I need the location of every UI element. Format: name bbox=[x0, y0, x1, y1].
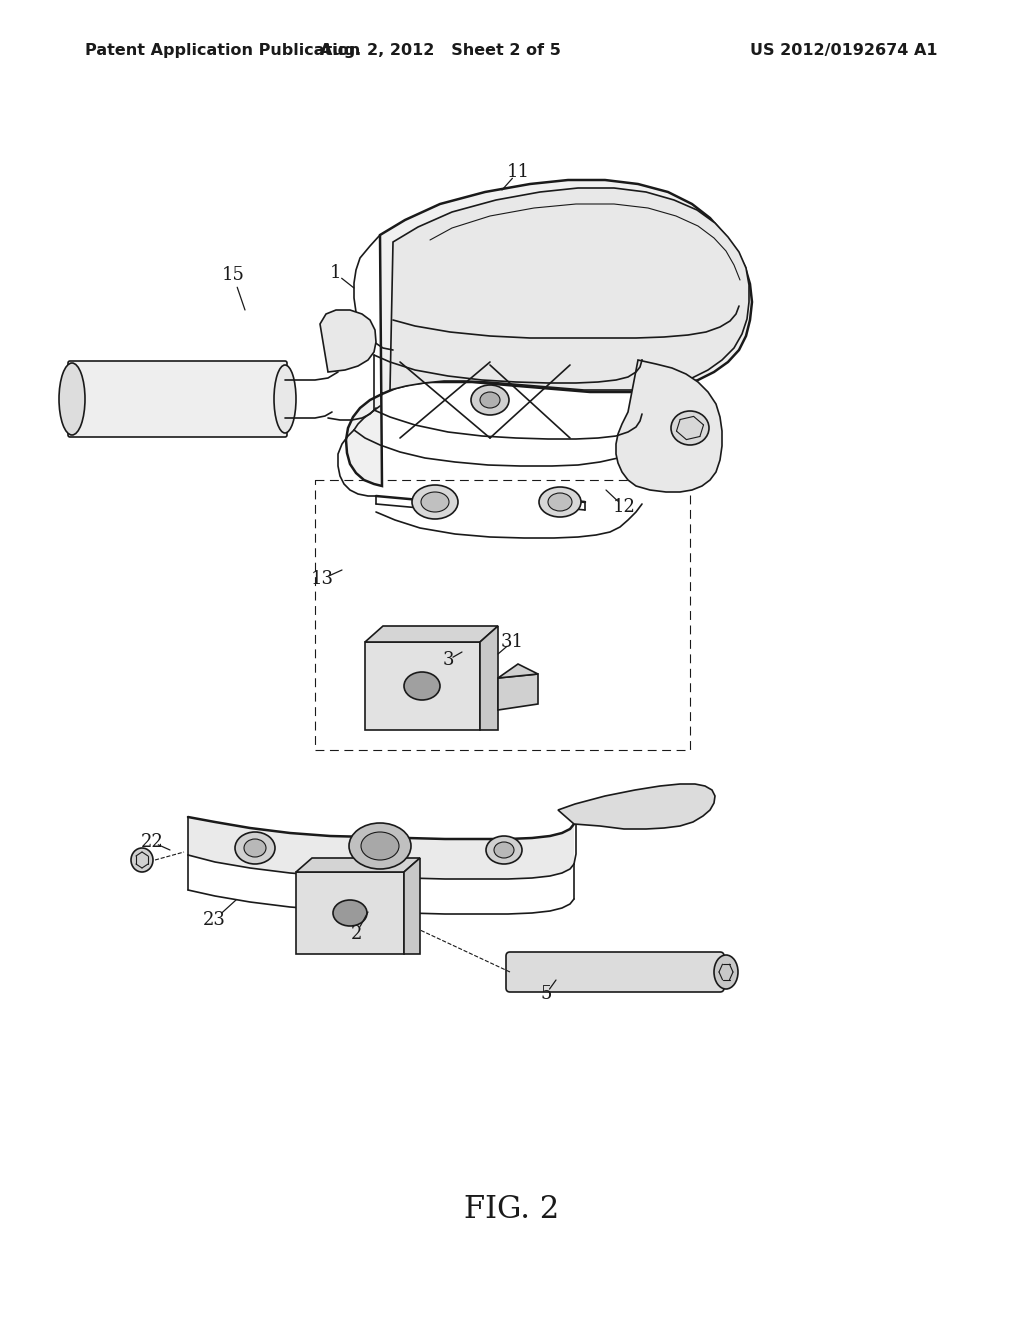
Text: 31: 31 bbox=[501, 634, 523, 651]
Text: 23: 23 bbox=[203, 911, 225, 929]
Text: US 2012/0192674 A1: US 2012/0192674 A1 bbox=[750, 42, 938, 58]
Text: 15: 15 bbox=[221, 267, 245, 284]
FancyBboxPatch shape bbox=[68, 360, 287, 437]
Text: 12: 12 bbox=[612, 498, 636, 516]
Ellipse shape bbox=[349, 822, 411, 869]
Ellipse shape bbox=[404, 672, 440, 700]
Ellipse shape bbox=[714, 954, 738, 989]
Ellipse shape bbox=[361, 832, 399, 861]
Ellipse shape bbox=[244, 840, 266, 857]
Ellipse shape bbox=[333, 900, 367, 927]
Polygon shape bbox=[498, 675, 538, 710]
Polygon shape bbox=[558, 784, 715, 829]
Polygon shape bbox=[296, 858, 420, 873]
Ellipse shape bbox=[471, 385, 509, 414]
FancyBboxPatch shape bbox=[506, 952, 724, 993]
Ellipse shape bbox=[539, 487, 581, 517]
Polygon shape bbox=[188, 817, 574, 879]
Ellipse shape bbox=[494, 842, 514, 858]
Ellipse shape bbox=[59, 363, 85, 436]
Text: 2: 2 bbox=[350, 925, 361, 942]
Polygon shape bbox=[404, 858, 420, 954]
Ellipse shape bbox=[274, 366, 296, 433]
Text: 3: 3 bbox=[442, 651, 454, 669]
Ellipse shape bbox=[131, 847, 153, 873]
Polygon shape bbox=[480, 626, 498, 730]
Polygon shape bbox=[365, 626, 498, 642]
Text: FIG. 2: FIG. 2 bbox=[464, 1195, 560, 1225]
Polygon shape bbox=[365, 642, 480, 730]
Text: Patent Application Publication: Patent Application Publication bbox=[85, 42, 360, 58]
Ellipse shape bbox=[412, 484, 458, 519]
Polygon shape bbox=[296, 873, 404, 954]
Polygon shape bbox=[498, 664, 538, 678]
Ellipse shape bbox=[234, 832, 275, 865]
Text: 1: 1 bbox=[330, 264, 341, 282]
Ellipse shape bbox=[486, 836, 522, 865]
Ellipse shape bbox=[480, 392, 500, 408]
Ellipse shape bbox=[421, 492, 449, 512]
Text: Aug. 2, 2012   Sheet 2 of 5: Aug. 2, 2012 Sheet 2 of 5 bbox=[319, 42, 560, 58]
Text: 5: 5 bbox=[541, 985, 552, 1003]
Text: 11: 11 bbox=[507, 162, 529, 181]
Text: 13: 13 bbox=[310, 570, 334, 587]
Polygon shape bbox=[346, 180, 752, 486]
Polygon shape bbox=[319, 310, 376, 372]
Ellipse shape bbox=[671, 411, 709, 445]
Polygon shape bbox=[390, 187, 749, 389]
Ellipse shape bbox=[548, 492, 572, 511]
Polygon shape bbox=[616, 360, 722, 492]
Text: 22: 22 bbox=[140, 833, 164, 851]
